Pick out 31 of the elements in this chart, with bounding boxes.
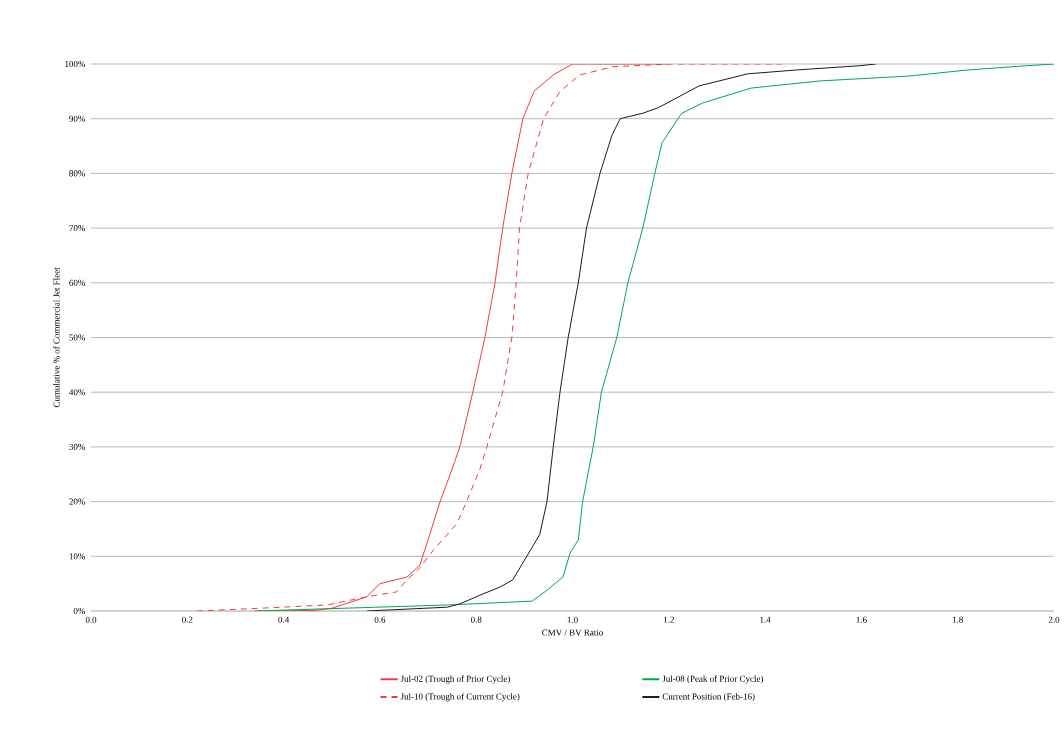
y-tick-label: 90% xyxy=(69,115,86,122)
line-series xyxy=(196,63,783,611)
y-tick-label: 40% xyxy=(69,389,86,396)
legend-label: Jul-02 (Trough of Prior Cycle) xyxy=(400,675,510,684)
legend-label: Jul-10 (Trough of Current Cycle) xyxy=(400,693,520,702)
y-tick-label: 80% xyxy=(69,170,86,177)
y-tick-label: 20% xyxy=(69,498,86,505)
x-tick-label: 0.6 xyxy=(374,616,386,623)
x-tick-label: 1.4 xyxy=(760,616,771,623)
y-tick-label: 60% xyxy=(69,279,86,286)
y-tick-label: 10% xyxy=(69,553,86,560)
y-tick-label: 70% xyxy=(69,225,86,232)
x-tick-label: 0.2 xyxy=(182,616,193,623)
y-tick-label: 100% xyxy=(65,60,86,68)
legend-label: Jul-08 (Peak of Prior Cycle) xyxy=(662,675,764,684)
x-tick-label: 0.8 xyxy=(470,616,482,623)
y-tick-label: 0% xyxy=(73,607,86,615)
line-series xyxy=(254,63,1055,611)
x-tick-label: 0.0 xyxy=(85,616,97,623)
y-tick-label: 50% xyxy=(69,334,86,341)
x-tick-label: 0.4 xyxy=(278,616,290,623)
x-tick-label: 1.0 xyxy=(567,616,578,623)
x-tick-label: 2.0 xyxy=(1048,616,1060,623)
x-tick-label: 1.6 xyxy=(856,616,867,623)
x-axis-title: CMV / BV Ratio xyxy=(542,629,603,636)
y-tick-label: 30% xyxy=(69,443,86,450)
y-axis-title: Cumulative % of Commercial Jet Fleet xyxy=(53,267,60,408)
line-series xyxy=(366,63,877,611)
x-tick-label: 1.8 xyxy=(952,616,963,623)
x-tick-label: 1.2 xyxy=(663,616,674,623)
legend-label: Current Position (Feb-16) xyxy=(662,693,755,702)
